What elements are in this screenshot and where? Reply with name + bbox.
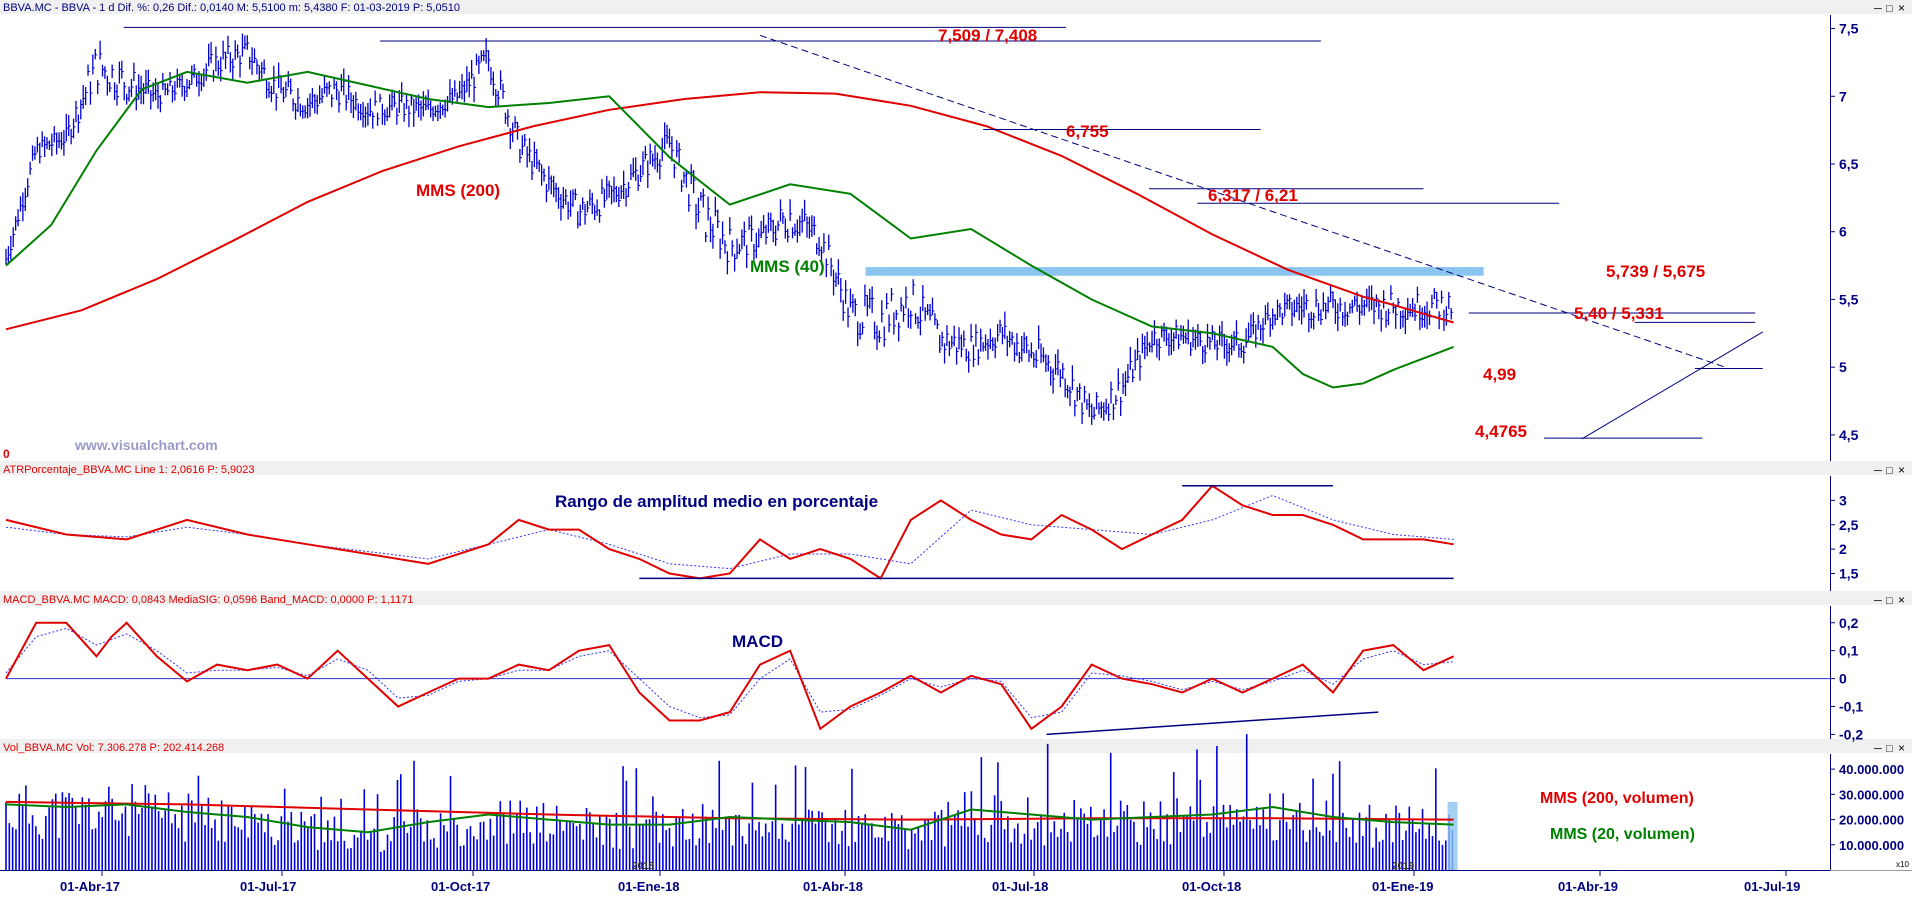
annotation-label: 5,40 / 5,331	[1574, 304, 1664, 323]
legend-mms20-vol: MMS (20, volumen)	[1550, 826, 1695, 843]
downtrend-line	[759, 34, 1726, 368]
x-tick-label: 01-Jul-19	[1744, 879, 1800, 892]
y-tick-label: 0,2	[1839, 615, 1859, 631]
panel-header-bar	[0, 461, 1912, 475]
annotation-label: 4,99	[1483, 365, 1516, 384]
y-tick-label: 4,5	[1839, 427, 1859, 443]
minimize-icon[interactable]: ─	[1873, 465, 1882, 477]
macd-panel-header: MACD_BBVA.MC MACD: 0,0843 MediaSIG: 0,05…	[3, 594, 413, 606]
price-panel: 7,509 / 7,408 6,755 6,317 / 6,21 5,739 / 5,…	[5, 26, 1764, 441]
annotation-label: MMS (40)	[750, 257, 825, 276]
annotation-label: 4,4765	[1475, 422, 1527, 441]
x-tick-label: 01-Abr-17	[60, 879, 120, 892]
macd-panel	[5, 621, 1830, 736]
annotation-label: 7,509 / 7,408	[938, 26, 1037, 45]
maximize-icon[interactable]: □	[1886, 743, 1893, 755]
y-tick-label: 0	[1839, 671, 1847, 687]
maximize-icon[interactable]: □	[1886, 3, 1893, 15]
atr-title: Rango de amplitud medio en porcentaje	[555, 492, 878, 511]
x-tick-label: 01-Ene-19	[1372, 879, 1433, 892]
y-tick-label: 20.000.000	[1839, 813, 1904, 828]
macd-window-controls[interactable]: ─ □ ×	[1873, 593, 1905, 607]
x-tick-label: 01-Abr-19	[1558, 879, 1618, 892]
macd-title: MACD	[732, 632, 783, 651]
panel-header-bar	[0, 739, 1912, 753]
y-tick-label: 5,5	[1839, 291, 1859, 307]
axes: 4,5 5 5,5 6 6,5 7 7,5 1,5 2 2,5 3 -0,2 -0,1 0 0,1 0,2 10…	[0, 21, 1904, 894]
atr-panel	[5, 484, 1454, 580]
price-window-controls[interactable]: ─ □ ×	[1873, 1, 1905, 15]
y-tick-label: 2,5	[1839, 517, 1859, 533]
support-zone	[865, 267, 1484, 276]
annotation-label: MMS (200)	[416, 181, 500, 200]
price-corner-label: 0	[3, 447, 10, 461]
vol-panel-header: Vol_BBVA.MC Vol: 7.306.278 P: 202.414.26…	[3, 742, 224, 754]
y-tick-label: -0,2	[1839, 726, 1863, 742]
annotation-label: 6,755	[1066, 122, 1109, 141]
legend-mms200-vol: MMS (200, volumen)	[1540, 790, 1694, 807]
y-tick-label: 7	[1839, 88, 1847, 104]
price-panel-header: BBVA.MC - BBVA - 1 d Dif. %: 0,26 Dif.: …	[3, 2, 460, 14]
year-label-2019: 2019	[1392, 861, 1415, 872]
y-tick-label: 30.000.000	[1839, 787, 1904, 802]
atr-signal-line	[5, 494, 1454, 570]
atr-line	[5, 484, 1454, 580]
y-tick-label: 6	[1839, 224, 1847, 240]
minimize-icon[interactable]: ─	[1873, 595, 1882, 607]
volume-panel	[5, 734, 1458, 870]
panel-header-bar	[0, 591, 1912, 605]
x-tick-label: 01-Oct-17	[431, 879, 490, 892]
y-tick-label: 10.000.000	[1839, 838, 1904, 853]
y-tick-label: 6,5	[1839, 156, 1859, 172]
x-tick-label: 01-Ene-18	[618, 879, 679, 892]
annotation-label: 5,739 / 5,675	[1606, 262, 1705, 281]
uptrend-line	[1581, 331, 1764, 440]
macd-divergence-line	[1046, 711, 1379, 736]
watermark: www.visualchart.com	[74, 437, 218, 453]
maximize-icon[interactable]: □	[1886, 465, 1893, 477]
vol-window-controls[interactable]: ─ □ ×	[1873, 741, 1905, 755]
vol-mms20-line	[5, 803, 1454, 834]
x-tick-label: 01-Abr-18	[803, 879, 863, 892]
macd-line	[5, 621, 1455, 731]
y-tick-label: 3	[1839, 492, 1847, 508]
close-icon[interactable]: ×	[1898, 463, 1905, 477]
x-tick-label: 01-Oct-18	[1182, 879, 1241, 892]
x-tick-label: 01-Jul-17	[240, 879, 296, 892]
y-tick-label: 1,5	[1839, 566, 1859, 582]
y-tick-label: 40.000.000	[1839, 762, 1904, 777]
maximize-icon[interactable]: □	[1886, 595, 1893, 607]
minimize-icon[interactable]: ─	[1873, 743, 1882, 755]
panel-header-bar	[0, 0, 1912, 14]
close-icon[interactable]: ×	[1898, 593, 1905, 607]
y-tick-label: 7,5	[1839, 21, 1859, 37]
y-tick-label: -0,1	[1839, 699, 1863, 715]
y-tick-label: 5	[1839, 359, 1847, 375]
annotation-label: 6,317 / 6,21	[1208, 186, 1298, 205]
minimize-icon[interactable]: ─	[1873, 3, 1882, 15]
atr-panel-header: ATRPorcentaje_BBVA.MC Line 1: 2,0616 P: …	[3, 464, 255, 476]
year-label-2018: 2018	[632, 861, 655, 872]
volume-highlight	[1447, 801, 1458, 870]
close-icon[interactable]: ×	[1898, 1, 1905, 15]
y-tick-label: 2	[1839, 541, 1847, 557]
x-tick-label: 01-Jul-18	[992, 879, 1048, 892]
close-icon[interactable]: ×	[1898, 741, 1905, 755]
vol-mms200-line	[5, 800, 1454, 821]
mms200-line	[5, 91, 1454, 331]
mms40-line	[5, 70, 1454, 389]
vol-corner-label: x10	[1896, 860, 1909, 869]
atr-window-controls[interactable]: ─ □ ×	[1873, 463, 1905, 477]
y-tick-label: 0,1	[1839, 643, 1859, 659]
